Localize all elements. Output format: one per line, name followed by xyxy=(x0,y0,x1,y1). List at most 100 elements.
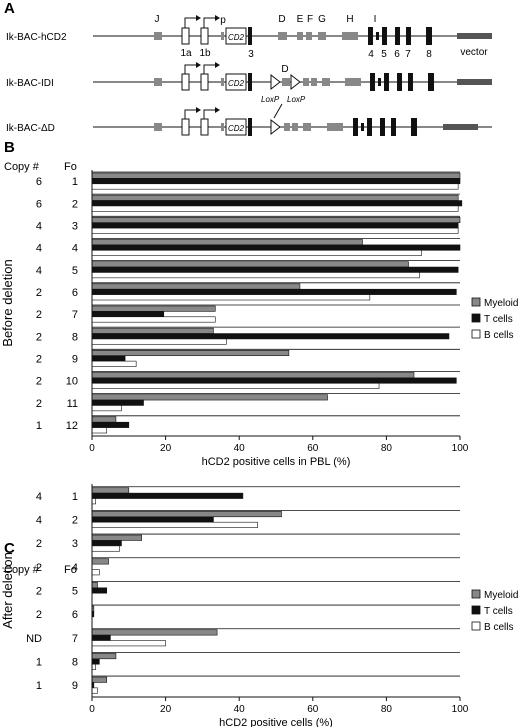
bar-b-cells xyxy=(91,249,422,256)
gene-box-f xyxy=(292,123,298,131)
gene-box-f xyxy=(311,78,317,86)
gene-box-p xyxy=(221,123,224,131)
exon-7 xyxy=(406,27,411,45)
bar-myeloid xyxy=(91,653,117,660)
founder-label: 11 xyxy=(67,398,78,410)
exon-6 xyxy=(380,118,385,136)
founder-label: 7 xyxy=(72,309,78,321)
promoter-arrow-icon xyxy=(196,15,201,21)
label-7: 7 xyxy=(405,49,411,60)
vector-box xyxy=(443,124,478,130)
legend-swatch xyxy=(471,621,481,631)
construct-name: Ik-BAC-hCD2 xyxy=(6,32,67,43)
founder-label: 8 xyxy=(72,657,78,669)
founder-label: 4 xyxy=(72,243,78,255)
gene-box-p xyxy=(221,78,224,86)
x-tick-label: 20 xyxy=(160,443,172,454)
bar-b-cells xyxy=(91,427,108,434)
bar-b-cells xyxy=(91,227,459,234)
gene-box-d xyxy=(278,32,287,40)
legend-label: Myeloid xyxy=(484,590,518,601)
founder-label: 9 xyxy=(72,680,78,692)
label-i: I xyxy=(374,14,377,25)
bar-b-cells xyxy=(91,521,258,528)
panel-b-chart: B Copy # Fo Before deletion 6 1 6 2 4 3 4 4 4 5 2 6 2 7 2 8… xyxy=(0,139,518,468)
gene-box-d xyxy=(282,78,290,86)
bar-b-cells xyxy=(91,294,371,301)
exon-1a xyxy=(181,73,190,91)
cd2-label: CD2 xyxy=(228,33,245,42)
gene-box-g xyxy=(318,32,326,40)
construct-hcd2: Ik-BAC-hCD2 CD2 J p xyxy=(6,14,492,60)
x-tick-label: 40 xyxy=(234,704,246,715)
copy-number-label: 2 xyxy=(36,538,42,550)
copy-number-label: 4 xyxy=(36,243,42,255)
founder-label: 9 xyxy=(72,353,78,365)
label-1a: 1a xyxy=(180,48,192,59)
exon-7 xyxy=(408,73,413,91)
legend-label: Myeloid xyxy=(484,298,518,309)
exon-8 xyxy=(411,118,417,136)
founder-label: 1 xyxy=(72,491,78,503)
copy-number-label: 2 xyxy=(36,586,42,598)
label-8: 8 xyxy=(426,49,432,60)
promoter-arrow-icon xyxy=(203,64,215,74)
bar-t-cells xyxy=(91,355,126,362)
copy-number-label: ND xyxy=(26,633,42,645)
bar-myeloid xyxy=(91,487,130,494)
x-tick-label: 20 xyxy=(160,704,172,715)
promoter-arrow-icon xyxy=(184,64,196,74)
panel-label: B xyxy=(4,139,15,156)
copy-number-label: 2 xyxy=(36,609,42,621)
bar-myeloid xyxy=(91,261,409,268)
x-tick-label: 60 xyxy=(307,443,319,454)
copy-number-label: 4 xyxy=(36,491,42,503)
legend-swatch xyxy=(471,313,481,323)
label-d: D xyxy=(278,14,285,25)
founder-label: 10 xyxy=(66,376,78,388)
bar-b-cells xyxy=(91,360,137,367)
bar-b-cells xyxy=(91,405,122,412)
exon-i xyxy=(370,73,375,91)
bar-myeloid xyxy=(91,534,142,541)
vector-box xyxy=(457,79,492,85)
gene-box-h xyxy=(342,32,358,40)
cd2-box xyxy=(225,27,247,45)
panel-c-chart: C Copy # Fo After deletion 4 1 4 2 2 3 2 4 2 5 2 6 ND 7 1 8… xyxy=(0,484,518,727)
bar-t-cells xyxy=(91,266,459,273)
copy-number-label: 4 xyxy=(36,265,42,277)
bar-b-cells xyxy=(91,640,166,647)
bar-t-cells xyxy=(91,377,457,384)
exon-3 xyxy=(248,73,252,91)
x-tick-label: 40 xyxy=(234,443,246,454)
gene-box-j xyxy=(154,32,162,40)
legend-label: T cells xyxy=(484,314,513,325)
bar-b-cells xyxy=(91,545,120,552)
promoter-arrow-icon xyxy=(184,109,196,119)
copy-number-label: 2 xyxy=(36,309,42,321)
founder-label: 5 xyxy=(72,586,78,598)
bar-myeloid xyxy=(91,239,363,246)
exon-4 xyxy=(378,78,381,86)
bar-t-cells xyxy=(91,333,450,340)
side-label: After deletion xyxy=(0,552,15,629)
exon-5 xyxy=(367,118,372,136)
exon-i xyxy=(368,27,373,45)
bar-b-cells xyxy=(91,498,96,505)
x-axis-title: hCD2 positive cells (%) xyxy=(219,717,333,727)
cd2-box xyxy=(225,73,247,91)
bar-b-cells xyxy=(91,569,100,576)
bar-t-cells xyxy=(91,421,130,428)
loxp-label: LoxP xyxy=(261,95,280,104)
gene-box-f xyxy=(306,32,312,40)
bar-myeloid xyxy=(91,582,98,589)
legend-label: T cells xyxy=(484,606,513,617)
copy-number-label: 2 xyxy=(36,562,42,574)
exon-8 xyxy=(428,73,434,91)
promoter-arrow-icon xyxy=(196,107,201,113)
copy-number-label: 1 xyxy=(36,680,42,692)
exon-4 xyxy=(361,123,364,131)
bar-myeloid xyxy=(91,172,461,179)
construct-name: Ik-BAC-IDI xyxy=(6,78,54,89)
